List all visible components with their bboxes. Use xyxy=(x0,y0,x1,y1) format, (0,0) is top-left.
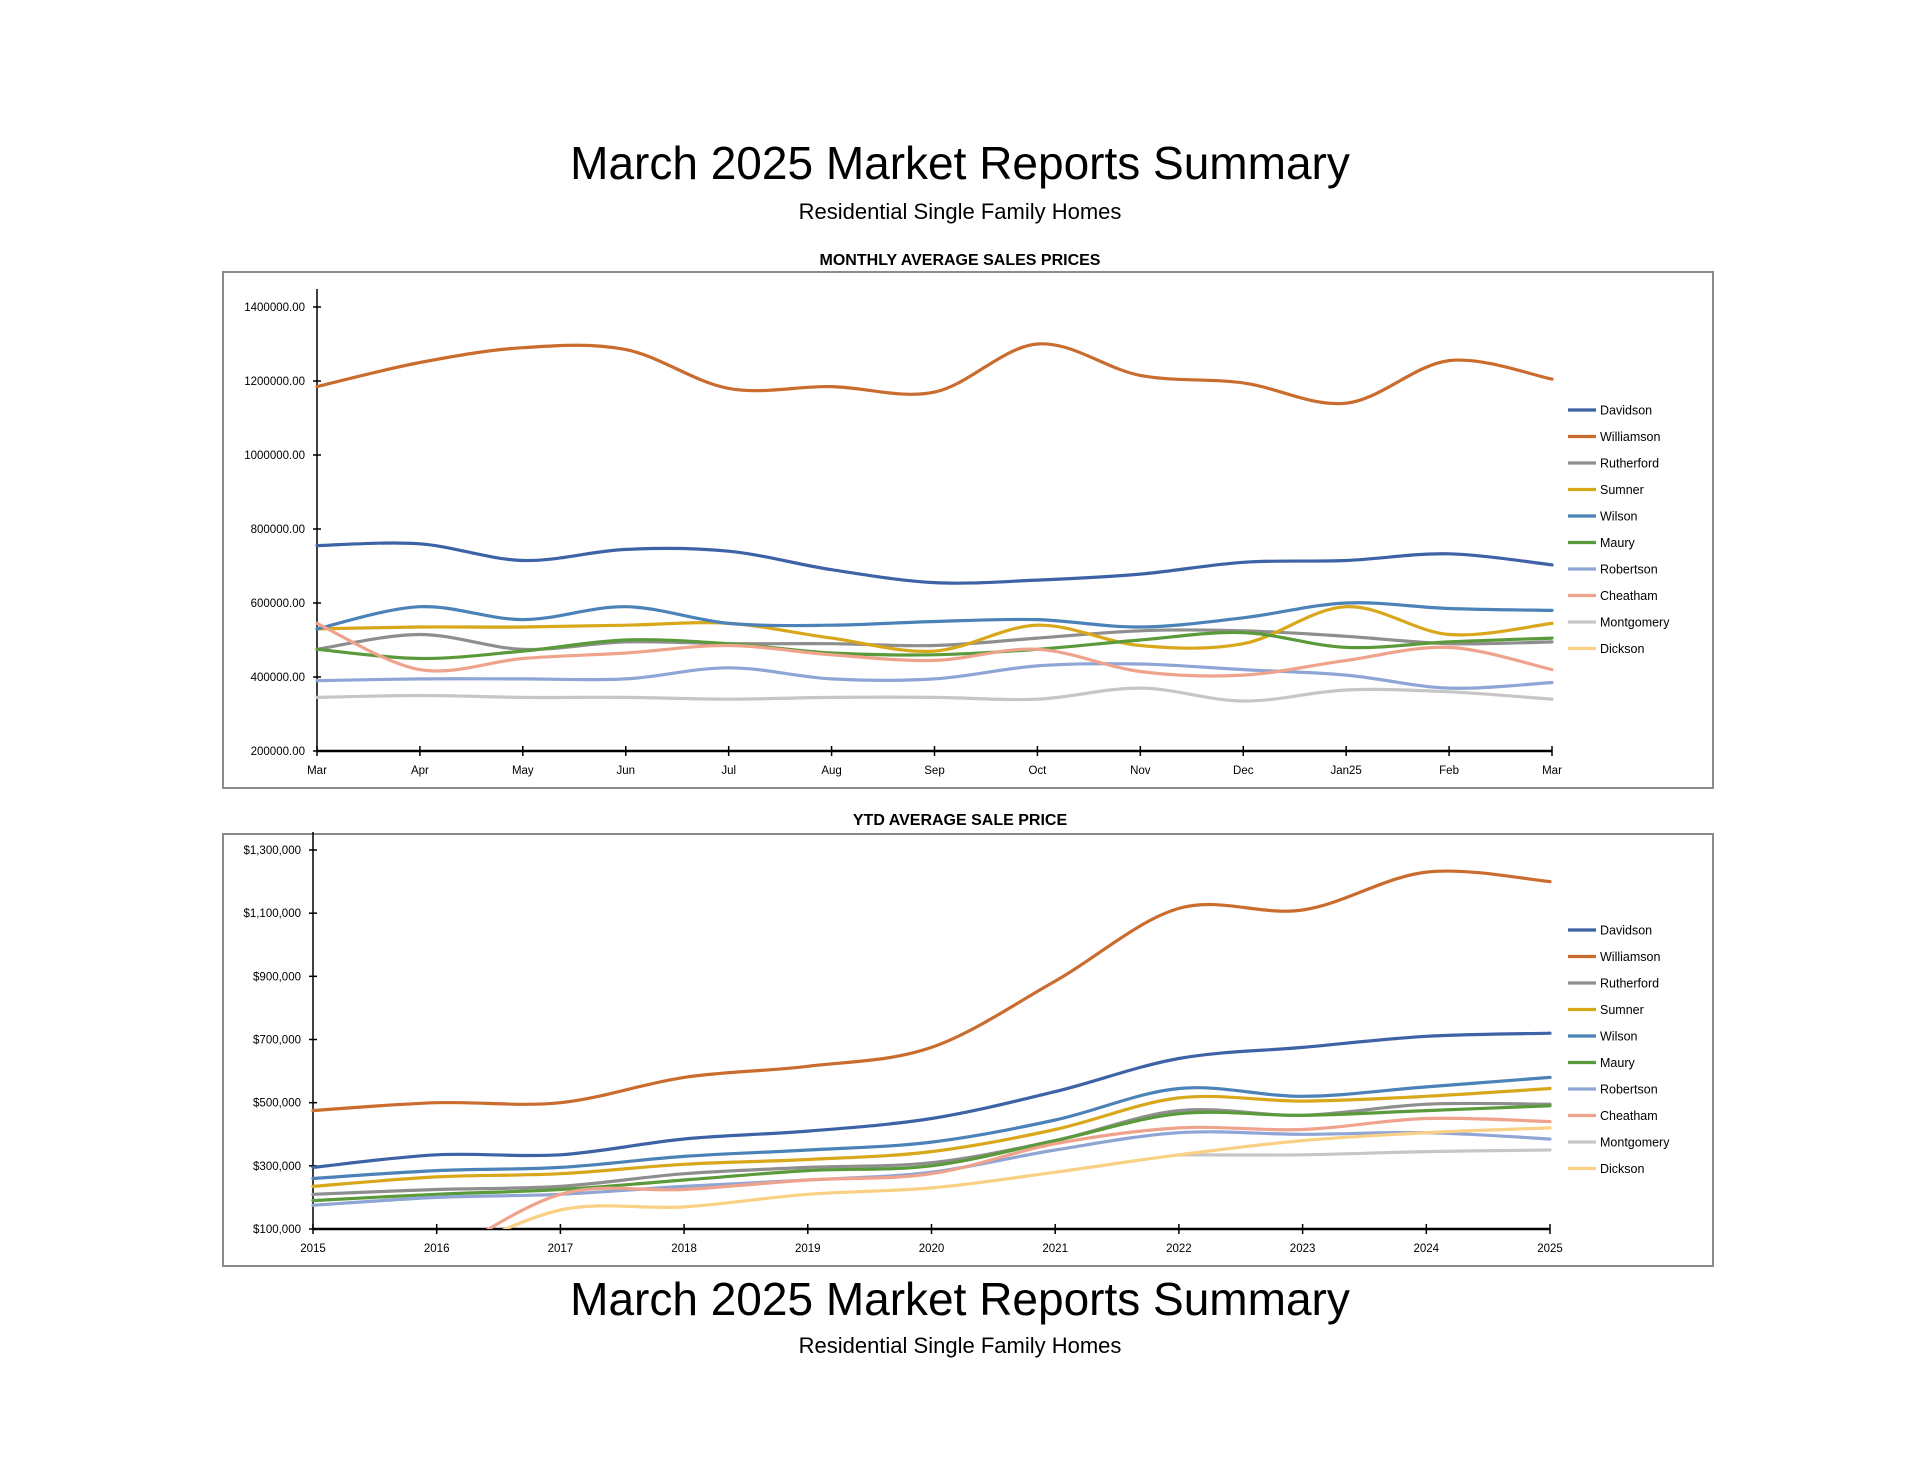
y-tick-label: 600000.00 xyxy=(251,598,305,610)
legend-label-wilson: Wilson xyxy=(1600,510,1638,524)
page-subtitle: Residential Single Family Homes xyxy=(798,199,1122,224)
y-tick-label: $700,000 xyxy=(253,1035,301,1047)
legend-label-cheatham: Cheatham xyxy=(1600,589,1658,603)
series-lines xyxy=(315,342,1554,703)
series-line-sumner xyxy=(315,605,1554,653)
series-line-williamson xyxy=(315,342,1554,406)
series-line-maury xyxy=(311,1104,1552,1203)
x-tick-label: Aug xyxy=(821,765,841,777)
series-line-montgomery xyxy=(315,686,1554,703)
y-tick-label: $1,300,000 xyxy=(243,845,301,857)
x-tick-label: 2024 xyxy=(1414,1243,1440,1255)
series-line-williamson xyxy=(311,869,1552,1113)
x-tick-label: 2017 xyxy=(548,1243,574,1255)
x-tick-label: Mar xyxy=(1542,765,1562,777)
series-line-robertson xyxy=(315,662,1554,690)
series-line-dickson xyxy=(501,1126,1552,1229)
y-tick-label: 400000.00 xyxy=(251,672,305,684)
y-tick-label: 200000.00 xyxy=(251,746,305,758)
x-tick-label: 2018 xyxy=(671,1243,697,1255)
chart-frame xyxy=(222,833,1714,1267)
y-tick-label: 1400000.00 xyxy=(244,302,305,314)
x-tick-label: Sep xyxy=(924,765,944,777)
monthly-chart: 200000.00 400000.00 600000.00 800000.00 1000… xyxy=(222,271,1714,789)
x-tick-label: May xyxy=(512,765,534,777)
series-line-davidson xyxy=(315,541,1554,585)
legend-label-rutherford: Rutherford xyxy=(1600,977,1659,991)
series-line-sumner xyxy=(311,1086,1552,1188)
legend-label-davidson: Davidson xyxy=(1600,924,1652,938)
series-line-davidson xyxy=(311,1031,1552,1169)
legend-label-sumner: Sumner xyxy=(1600,483,1644,497)
x-tick-label: Dec xyxy=(1233,765,1254,777)
y-tick-label: $100,000 xyxy=(253,1224,301,1236)
x-tick-label: Nov xyxy=(1130,765,1151,777)
legend-label-montgomery: Montgomery xyxy=(1600,616,1670,630)
page-title: March 2025 Market Reports Summary xyxy=(570,137,1350,189)
series-line-rutherford xyxy=(315,628,1554,652)
legend-label-robertson: Robertson xyxy=(1600,563,1658,577)
series-line-cheatham xyxy=(315,621,1554,678)
x-tick-label: Jun xyxy=(616,765,635,777)
y-tick-label: $500,000 xyxy=(253,1098,301,1110)
y-tick-label: $900,000 xyxy=(253,971,301,983)
legend-label-cheatham: Cheatham xyxy=(1600,1109,1658,1123)
legend-label-williamson: Williamson xyxy=(1600,950,1660,964)
legend-label-rutherford: Rutherford xyxy=(1600,457,1659,471)
legend-label-maury: Maury xyxy=(1600,536,1635,550)
x-tick-label: 2022 xyxy=(1166,1243,1192,1255)
legend-label-williamson: Williamson xyxy=(1600,430,1660,444)
series-line-montgomery xyxy=(1177,1148,1552,1157)
series-line-wilson xyxy=(311,1075,1552,1181)
x-tick-label: Mar xyxy=(307,765,327,777)
monthly-chart-title: MONTHLY AVERAGE SALES PRICES xyxy=(819,252,1101,269)
legend-label-davidson: Davidson xyxy=(1600,404,1652,418)
footer-title: March 2025 Market Reports Summary xyxy=(570,1273,1350,1325)
x-tick-label: Jan25 xyxy=(1330,765,1361,777)
y-tick-label: 800000.00 xyxy=(251,524,305,536)
x-tick-label: 2023 xyxy=(1290,1243,1316,1255)
series-line-cheatham xyxy=(485,1116,1552,1229)
y-tick-label: 1000000.00 xyxy=(244,450,305,462)
y-tick-label: 1200000.00 xyxy=(244,376,305,388)
chart-frame xyxy=(222,271,1714,789)
y-tick-label: $1,100,000 xyxy=(243,908,301,920)
x-tick-label: Apr xyxy=(411,765,429,777)
x-tick-label: Feb xyxy=(1439,765,1459,777)
series-line-wilson xyxy=(315,601,1554,631)
ytd-chart: $100,000 $300,000 $500,000 $700,000 $900,000… xyxy=(222,832,1714,1267)
legend-label-sumner: Sumner xyxy=(1600,1003,1644,1017)
legend-label-robertson: Robertson xyxy=(1600,1083,1658,1097)
x-tick-label: 2016 xyxy=(424,1243,450,1255)
y-tick-label: $300,000 xyxy=(253,1161,301,1173)
legend-label-dickson: Dickson xyxy=(1600,1162,1645,1176)
ytd-chart-title: YTD AVERAGE SALE PRICE xyxy=(852,812,1068,829)
x-tick-label: 2025 xyxy=(1537,1243,1563,1255)
x-tick-label: 2015 xyxy=(300,1243,326,1255)
legend-label-montgomery: Montgomery xyxy=(1600,1136,1670,1150)
x-tick-label: 2019 xyxy=(795,1243,821,1255)
x-tick-label: Jul xyxy=(721,765,736,777)
series-line-maury xyxy=(315,630,1554,661)
series-lines xyxy=(311,869,1552,1229)
footer-subtitle: Residential Single Family Homes xyxy=(798,1333,1122,1358)
x-tick-label: Oct xyxy=(1028,765,1047,777)
x-tick-label: 2021 xyxy=(1042,1243,1068,1255)
x-tick-label: 2020 xyxy=(919,1243,945,1255)
legend-label-maury: Maury xyxy=(1600,1056,1635,1070)
legend-label-dickson: Dickson xyxy=(1600,642,1645,656)
legend-label-wilson: Wilson xyxy=(1600,1030,1638,1044)
